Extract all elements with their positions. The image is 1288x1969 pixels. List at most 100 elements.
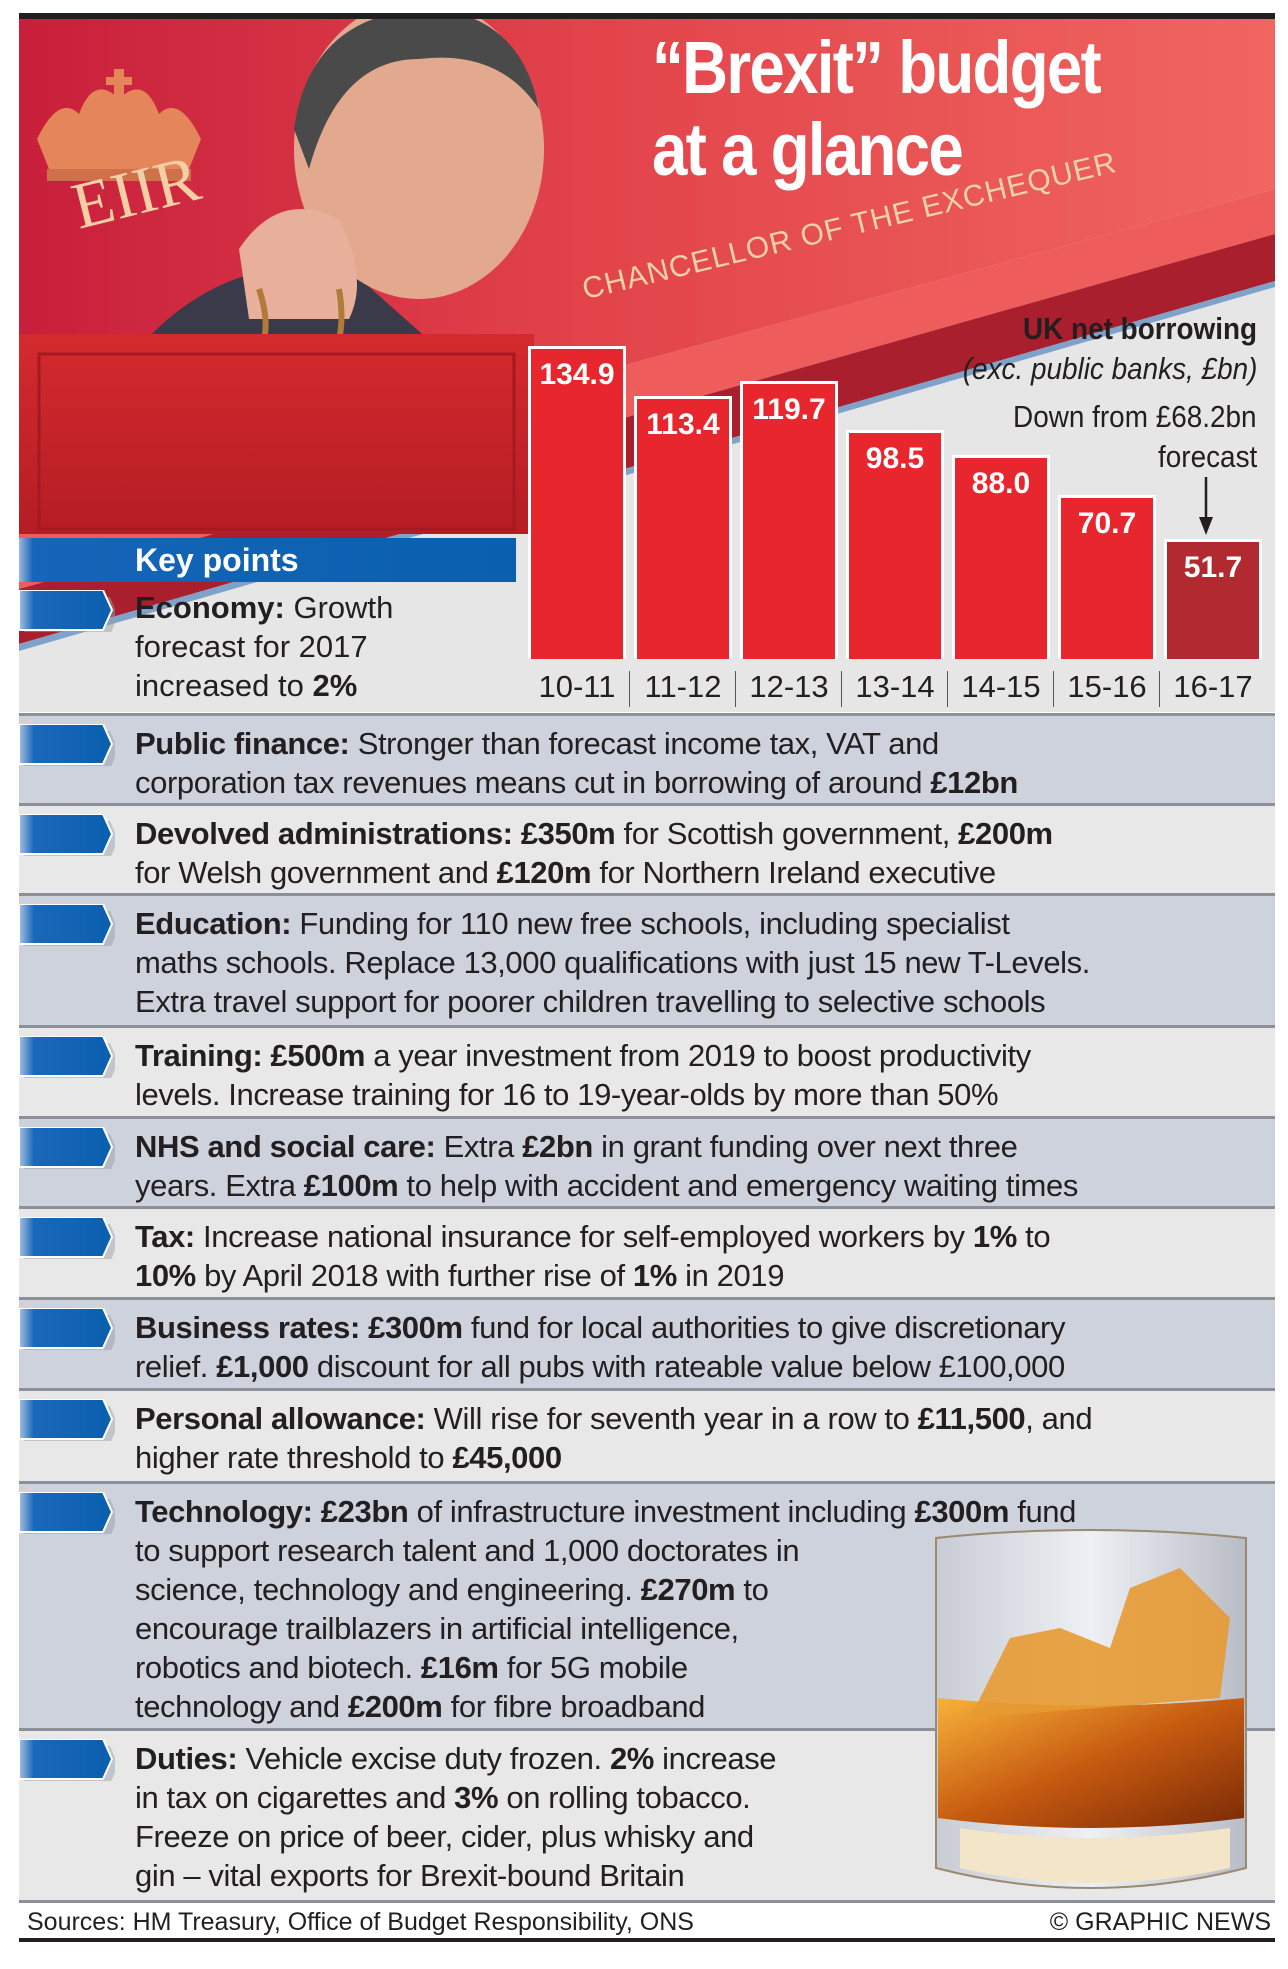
body-text: encourage trailblazers in artificial int… — [135, 1611, 739, 1646]
text-line: forecast for 2017 — [135, 627, 393, 666]
key-point-text: Business rates: £300m fund for local aut… — [135, 1308, 1065, 1386]
bullet-arrow-icon — [18, 1307, 118, 1353]
key-point-economy: Economy: Growth forecast for 2017 increase… — [18, 588, 519, 712]
key-point-text: Education: Funding for 110 new free scho… — [135, 904, 1090, 1021]
highlight-text: £2bn — [522, 1129, 593, 1164]
body-text: in tax on cigarettes and — [135, 1780, 455, 1815]
body-text: by April 2018 with further rise of — [195, 1258, 633, 1293]
title-line-2: at a glance — [652, 108, 964, 191]
highlight-text: £16m — [420, 1650, 499, 1685]
category-divider — [735, 671, 736, 707]
text-line: encourage trailblazers in artificial int… — [135, 1609, 1076, 1648]
body-text: to — [735, 1572, 769, 1607]
text-line: to support research talent and 1,000 doc… — [135, 1531, 1076, 1570]
key-point-text: Training: £500m a year investment from 2… — [135, 1036, 1031, 1114]
text-line: technology and £200m for fibre broadband — [135, 1687, 1076, 1726]
highlight-text: Tax: — [135, 1219, 195, 1254]
body-text: fund for local authorities to give discr… — [462, 1310, 1066, 1345]
red-budget-box — [19, 334, 534, 534]
text-line: increased to 2% — [135, 666, 393, 705]
bar-16-17 — [1164, 539, 1262, 659]
body-text: fund — [1009, 1494, 1076, 1529]
body-text: for 5G mobile — [498, 1650, 688, 1685]
body-text: forecast for 2017 — [135, 629, 368, 664]
key-point-devolved-administrations: Devolved administrations: £350m for Scot… — [18, 803, 1275, 893]
bullet-arrow-icon — [18, 1398, 118, 1444]
key-point-business-rates: Business rates: £300m fund for local aut… — [18, 1297, 1275, 1388]
key-point-personal-allowance: Personal allowance: Will rise for sevent… — [18, 1388, 1275, 1481]
body-text: to support research talent and 1,000 doc… — [135, 1533, 800, 1568]
category-label: 10-11 — [538, 669, 616, 704]
body-text — [313, 1494, 321, 1529]
highlight-text: Education: — [135, 906, 292, 941]
bar-value-label: 119.7 — [752, 393, 826, 427]
body-text: Growth — [284, 590, 394, 625]
crown-icon — [37, 69, 201, 181]
bullet-arrow-icon — [18, 1126, 118, 1172]
bar-12-13 — [740, 381, 838, 659]
bullet-arrow-icon — [18, 1738, 118, 1784]
highlight-text: 10% — [135, 1258, 196, 1293]
key-point-text: Devolved administrations: £350m for Scot… — [135, 814, 1053, 892]
body-text: higher rate threshold to — [135, 1440, 453, 1475]
highlight-text: Business rates: — [135, 1310, 360, 1345]
body-text: for Northern Ireland executive — [591, 855, 996, 890]
bullet-arrow-icon — [18, 1216, 118, 1262]
key-point-text: Duties: Vehicle excise duty frozen. 2% i… — [135, 1739, 777, 1895]
body-text: Increase national insurance for self-emp… — [194, 1219, 973, 1254]
highlight-text: 1% — [972, 1219, 1017, 1254]
text-line: Training: £500m a year investment from 2… — [135, 1036, 1031, 1075]
footer: Sources: HM Treasury, Office of Budget R… — [19, 1900, 1275, 1942]
bar-10-11 — [528, 346, 626, 659]
highlight-text: Duties: — [135, 1741, 238, 1776]
highlight-text: 2% — [609, 1741, 654, 1776]
body-text: for fibre broadband — [442, 1689, 706, 1724]
highlight-text: Economy: — [135, 590, 285, 625]
body-text: of infrastructure investment including — [408, 1494, 915, 1529]
category-label: 12-13 — [749, 669, 829, 704]
text-line: corporation tax revenues means cut in bo… — [135, 763, 1018, 802]
text-line: 10% by April 2018 with further rise of 1… — [135, 1256, 1050, 1295]
text-line: Education: Funding for 110 new free scho… — [135, 904, 1090, 943]
body-text: Extra travel support for poorer children… — [135, 984, 1046, 1019]
header-graphic: EIIR “Brexit” budget at a glance CHANCEL… — [19, 19, 1275, 712]
copyright-credit: © GRAPHIC NEWS — [1049, 1908, 1271, 1936]
highlight-text: £1,000 — [216, 1349, 309, 1384]
text-line: Devolved administrations: £350m for Scot… — [135, 814, 1053, 853]
key-point-text: Personal allowance: Will rise for sevent… — [135, 1399, 1093, 1477]
text-line: gin – vital exports for Brexit-bound Bri… — [135, 1856, 776, 1895]
text-line: Duties: Vehicle excise duty frozen. 2% i… — [135, 1739, 777, 1778]
bar-13-14 — [846, 430, 944, 659]
text-line: Economy: Growth — [135, 588, 393, 627]
text-line: science, technology and engineering. £27… — [135, 1570, 1076, 1609]
economy-text: Economy: Growth forecast for 2017 increase… — [135, 588, 393, 705]
category-label: 14-15 — [961, 669, 1041, 704]
body-text: , and — [1025, 1401, 1093, 1436]
body-text: in grant funding over next three — [592, 1129, 1018, 1164]
body-text: gin – vital exports for Brexit-bound Bri… — [135, 1858, 685, 1893]
text-line: relief. £1,000 discount for all pubs wit… — [135, 1347, 1065, 1386]
text-line: in tax on cigarettes and 3% on rolling t… — [135, 1778, 776, 1817]
bullet-arrow-icon — [18, 589, 118, 635]
category-divider — [1053, 671, 1054, 707]
text-line: Personal allowance: Will rise for sevent… — [135, 1399, 1093, 1438]
body-text: to — [1016, 1219, 1051, 1254]
highlight-text: £500m — [270, 1038, 366, 1073]
body-text: technology and — [135, 1689, 348, 1724]
text-line: Business rates: £300m fund for local aut… — [135, 1308, 1065, 1347]
bullet-arrow-icon — [18, 813, 118, 859]
whisky-glass-image — [935, 1529, 1247, 1889]
body-text: a year investment from 2019 to boost pro… — [365, 1038, 1031, 1073]
page-title: “Brexit” budget at a glance — [652, 27, 1102, 191]
highlight-text: Personal allowance: — [135, 1401, 426, 1436]
category-divider — [841, 671, 842, 707]
body-text — [513, 816, 521, 851]
highlight-text: 2% — [312, 668, 358, 703]
bar-value-label: 98.5 — [865, 442, 925, 476]
bar-value-label: 113.4 — [646, 407, 720, 441]
category-divider — [629, 671, 630, 707]
chart-title: UK net borrowing — [1022, 311, 1257, 346]
text-line: Extra travel support for poorer children… — [135, 982, 1090, 1021]
text-line: levels. Increase training for 16 to 19-y… — [135, 1075, 1031, 1114]
body-text: Will rise for seventh year in a row to — [425, 1401, 918, 1436]
